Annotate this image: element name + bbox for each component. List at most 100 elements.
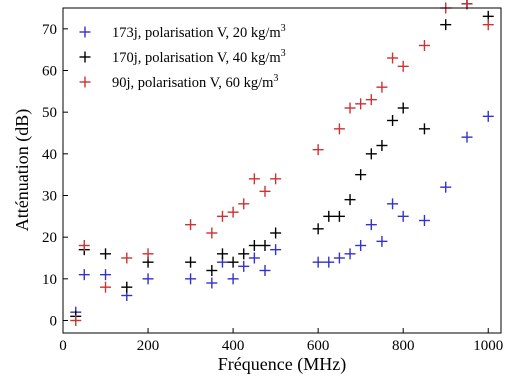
legend-marker [79,26,91,38]
series-2 [70,0,494,322]
data-point [206,227,218,239]
data-point [440,181,452,193]
data-point [323,256,335,268]
data-point [270,227,282,239]
data-point [344,102,356,114]
y-tick-label: 10 [42,272,57,288]
data-point [227,206,239,218]
data-point [365,148,377,160]
data-point [365,94,377,106]
data-point [206,265,218,276]
data-point [355,98,367,110]
data-point [376,81,388,93]
data-point [355,240,367,251]
data-point [344,248,356,260]
data-point [333,123,345,135]
data-point [365,219,377,231]
data-point [270,244,282,256]
data-point [78,240,90,251]
legend-marker [79,76,91,88]
x-tick-label: 600 [307,338,330,354]
x-tick-label: 1000 [473,338,503,354]
data-point [121,252,133,264]
data-point [100,269,112,281]
legend-label: 90j, polarisation V, 60 kg/m3 [112,73,278,91]
data-point [238,198,250,210]
data-point [376,235,388,247]
legend-marker [79,51,91,63]
data-point [227,273,239,285]
data-point [216,248,228,260]
y-axis: 0 10 20 30 40 50 60 70 [42,22,68,330]
data-point [387,52,399,64]
data-point [100,281,112,293]
data-point [397,210,409,222]
data-point [121,281,133,293]
y-tick-label: 20 [42,230,57,246]
y-axis-title: Atténuation (dB) [12,109,33,231]
plot-frame [62,7,502,334]
data-point [387,198,399,210]
data-point [461,131,473,143]
data-point [259,265,271,276]
data-point [185,256,197,268]
x-tick-label: 200 [137,338,160,354]
data-point [238,248,250,260]
x-axis-title: Fréquence (MHz) [218,354,346,375]
data-point [206,277,218,289]
data-point [440,19,452,31]
data-point [482,110,494,122]
data-point [397,60,409,72]
y-tick-label: 60 [42,64,57,80]
y-tick-label: 50 [42,105,57,121]
data-point [482,19,494,31]
data-point [248,173,260,185]
data-point [70,315,82,326]
data-point [259,185,271,197]
data-point [142,273,154,285]
data-point [397,102,409,114]
series-1 [70,110,494,318]
y-tick-label: 70 [42,22,57,38]
y-tick-label: 0 [50,314,58,330]
data-point [418,215,430,226]
data-point [344,194,356,206]
legend-item: 173j, polarisation V, 20 kg/m3 [79,23,286,41]
data-point [376,140,388,151]
data-point [312,223,324,235]
data-point [78,269,90,281]
data-point [387,115,399,126]
y-tick-label: 40 [42,147,57,163]
data-point [461,0,473,10]
data-point [185,273,197,285]
legend-label: 173j, polarisation V, 20 kg/m3 [112,23,286,41]
x-axis: 0 200 400 600 800 1000 [59,328,503,354]
legend-item: 170j, polarisation V, 40 kg/m3 [79,48,286,66]
y-tick-label: 30 [42,189,57,205]
data-point [418,123,430,135]
data-point [312,256,324,268]
data-point [248,252,260,264]
data-point [312,144,324,156]
legend-label: 170j, polarisation V, 40 kg/m3 [112,48,286,66]
data-point [259,240,271,251]
data-point [323,210,335,222]
data-point [333,210,345,222]
x-tick-label: 400 [222,338,245,354]
data-point [238,260,250,272]
legend-item: 90j, polarisation V, 60 kg/m3 [79,73,278,91]
data-point [270,173,282,185]
data-point [355,169,367,181]
data-point [142,248,154,260]
data-point [185,219,197,231]
data-point [418,40,430,51]
data-point [333,252,345,264]
data-point [248,240,260,251]
x-tick-label: 800 [392,338,415,354]
legend: 173j, polarisation V, 20 kg/m3 170j, pola… [79,23,286,91]
data-point [227,256,239,268]
data-point [216,210,228,222]
data-point [100,248,112,260]
